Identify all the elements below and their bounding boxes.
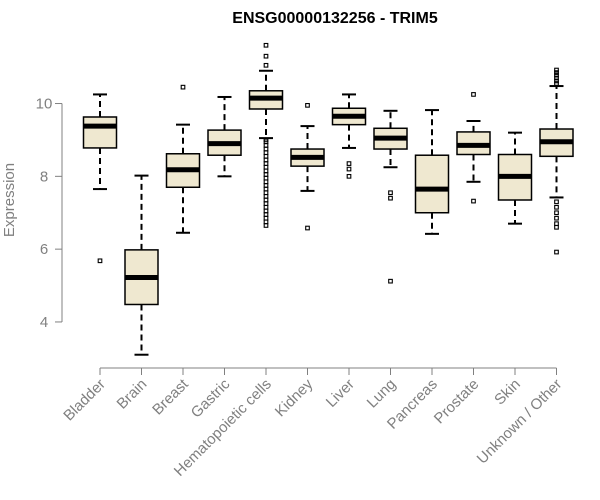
- outlier-point: [346, 173, 352, 179]
- x-tick-label: Breast: [149, 375, 192, 418]
- outlier-point: [554, 224, 559, 230]
- outlier-point: [97, 258, 103, 264]
- box-group: [331, 93, 367, 179]
- outlier-point: [554, 78, 559, 84]
- outlier-point: [554, 210, 559, 216]
- outlier-point: [305, 225, 310, 231]
- box-group: [290, 102, 325, 231]
- outlier-point: [263, 183, 269, 188]
- x-tick-label: Bladder: [60, 376, 109, 425]
- outlier-point: [263, 179, 269, 185]
- outlier-point: [346, 166, 352, 172]
- x-tick-label: Kidney: [272, 375, 317, 420]
- outlier-point: [263, 212, 269, 217]
- y-axis-label: Expression: [1, 163, 18, 237]
- x-tick-label: Liver: [323, 376, 358, 411]
- y-tick-label: 4: [40, 314, 48, 331]
- outlier-point: [263, 157, 269, 163]
- box-group: [414, 109, 450, 235]
- outlier-point: [263, 197, 269, 203]
- outlier-point: [263, 62, 269, 68]
- box-group: [497, 131, 533, 225]
- outlier-point: [263, 204, 269, 210]
- outlier-point: [263, 201, 269, 206]
- outlier-point: [388, 195, 393, 201]
- outlier-point: [263, 194, 269, 199]
- outlier-point: [554, 67, 559, 73]
- outlier-point: [471, 92, 476, 97]
- x-tick-label: Lung: [364, 376, 400, 412]
- outlier-point: [263, 164, 269, 170]
- x-tick-label: Skin: [491, 376, 524, 409]
- outlier-point: [263, 143, 269, 148]
- outlier-point: [263, 175, 269, 181]
- outlier-point: [263, 146, 269, 152]
- outlier-point: [388, 190, 393, 196]
- outlier-point: [263, 161, 269, 166]
- box-group: [165, 84, 201, 234]
- outlier-point: [180, 84, 186, 90]
- box-group: [82, 93, 118, 264]
- outlier-point: [554, 81, 559, 86]
- outlier-point: [263, 53, 269, 59]
- box-group: [248, 42, 284, 228]
- x-tick-label: Prostate: [431, 376, 483, 428]
- boxes: [82, 42, 574, 356]
- outlier-point: [554, 70, 559, 75]
- outlier-point: [554, 249, 559, 255]
- outlier-point: [554, 72, 559, 78]
- outlier-point: [554, 221, 559, 227]
- outlier-point: [263, 42, 269, 48]
- outlier-point: [554, 75, 559, 81]
- box-iqr: [414, 154, 450, 214]
- outlier-point: [305, 102, 310, 108]
- y-tick-label: 8: [40, 168, 48, 185]
- y-tick-label: 10: [36, 96, 53, 113]
- outlier-point: [554, 199, 559, 205]
- outlier-point: [263, 150, 269, 156]
- outlier-point: [554, 204, 559, 210]
- box-group: [539, 67, 574, 255]
- box-group: [373, 109, 408, 284]
- outlier-point: [346, 161, 352, 166]
- outlier-point: [263, 168, 269, 174]
- outlier-point: [388, 278, 393, 284]
- outlier-point: [263, 223, 269, 228]
- outlier-point: [263, 190, 269, 196]
- box-iqr: [82, 116, 118, 149]
- outlier-point: [263, 219, 269, 225]
- x-tick-label: Brain: [114, 376, 151, 413]
- outlier-point: [263, 186, 269, 192]
- box-group: [456, 92, 491, 204]
- outlier-point: [471, 198, 476, 204]
- chart-title: ENSG00000132256 - TRIM5: [232, 10, 438, 27]
- outlier-point: [263, 172, 269, 177]
- outlier-point: [554, 215, 559, 221]
- outlier-point: [263, 215, 269, 221]
- outlier-point: [263, 208, 269, 214]
- box-group: [207, 95, 242, 178]
- box-group: [124, 174, 159, 356]
- outlier-point: [263, 153, 269, 159]
- y-tick-label: 6: [40, 241, 48, 258]
